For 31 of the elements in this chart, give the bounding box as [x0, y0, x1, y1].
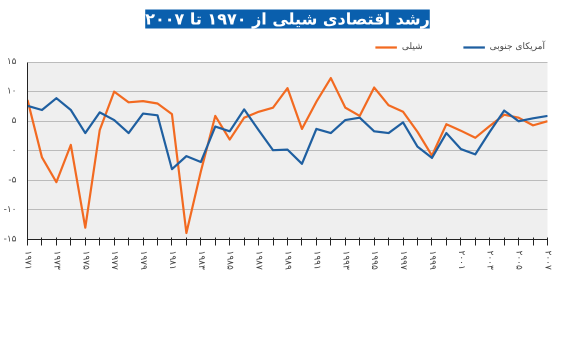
x-tick-label: ۱۹۷۳	[51, 250, 62, 270]
x-tick-label: ۱۹۹۹	[426, 250, 437, 270]
line-series	[28, 76, 548, 234]
x-tick-label: ۱۹۸۹	[282, 250, 292, 270]
x-tick-label: ۱۹۸۷	[254, 250, 264, 270]
x-tick-label: ۱۹۸۵	[224, 250, 235, 270]
chart-title: رشد اقتصادی شیلی از ۱۹۷۰ تا ۲۰۰۷	[145, 10, 430, 28]
x-tick-label: ۲۰۰۵	[514, 250, 524, 270]
y-tick-label: ۱۵	[6, 57, 17, 68]
y-tick-label: -۱۰	[4, 204, 17, 215]
x-tick-label: ۲۰۰۷	[542, 250, 552, 270]
y-tick-label: ۰	[12, 146, 17, 156]
x-tick-label: ۱۹۸۱	[166, 250, 177, 270]
x-tick-label: ۱۹۷۵	[80, 250, 90, 270]
y-tick-label: -۱۵	[4, 234, 17, 244]
x-tick-label: ۱۹۸۳	[196, 250, 206, 270]
x-tick-label: ۱۹۷۹	[138, 250, 148, 270]
y-tick-label: -۵	[8, 175, 17, 186]
x-tick-label: ۱۹۷۱	[22, 250, 32, 270]
x-tick-label: ۱۹۹۳	[340, 250, 350, 270]
y-tick-label: ۵	[12, 116, 17, 126]
x-tick-label: ۱۹۹۷	[398, 250, 408, 270]
legend-label: آمریکای جنوبی	[490, 42, 545, 52]
x-tick-label: ۲۰۰۳	[484, 250, 495, 270]
x-tick-label: ۱۹۹۱	[311, 250, 322, 270]
x-tick-label: ۲۰۰۱	[456, 250, 466, 270]
y-tick-label: ۱۰	[6, 86, 17, 97]
x-tick-label: ۱۹۹۵	[369, 250, 380, 270]
line-series	[28, 97, 548, 170]
x-tick-label: ۱۹۷۷	[109, 250, 120, 270]
legend-label: شیلی	[402, 42, 423, 52]
